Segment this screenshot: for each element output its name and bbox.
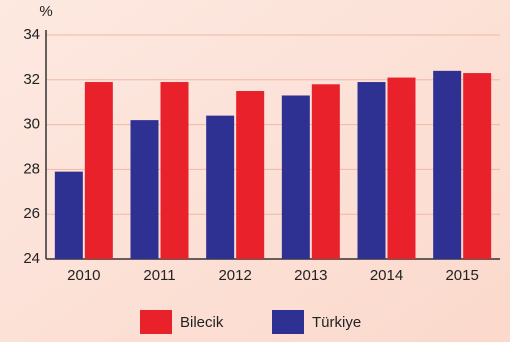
y-tick-label: 28 xyxy=(23,160,40,177)
bar xyxy=(463,73,492,259)
bar xyxy=(54,171,83,259)
legend-label: Türkiye xyxy=(312,314,361,331)
x-tick-label: 2012 xyxy=(218,267,251,284)
bar xyxy=(206,115,235,259)
legend-label: Bilecik xyxy=(180,314,224,331)
x-tick-label: 2015 xyxy=(445,267,478,284)
bar xyxy=(311,84,340,259)
y-tick-label: 24 xyxy=(23,250,40,267)
bar xyxy=(433,70,462,259)
bar xyxy=(236,91,265,259)
x-tick-label: 2014 xyxy=(370,267,403,284)
x-tick-label: 2011 xyxy=(143,267,175,284)
x-tick-label: 2013 xyxy=(294,267,327,284)
y-axis-label: % xyxy=(39,3,52,20)
bar xyxy=(281,95,310,259)
bar xyxy=(84,82,113,259)
y-tick-label: 34 xyxy=(23,26,40,43)
legend-swatch xyxy=(140,310,172,334)
bar xyxy=(387,77,416,259)
bar xyxy=(357,82,386,259)
legend-swatch xyxy=(272,310,304,334)
y-tick-label: 32 xyxy=(23,71,40,88)
y-tick-label: 26 xyxy=(23,205,40,222)
x-tick-label: 2010 xyxy=(67,267,100,284)
y-tick-label: 30 xyxy=(23,116,40,133)
bar xyxy=(160,82,189,259)
bar xyxy=(130,120,159,260)
